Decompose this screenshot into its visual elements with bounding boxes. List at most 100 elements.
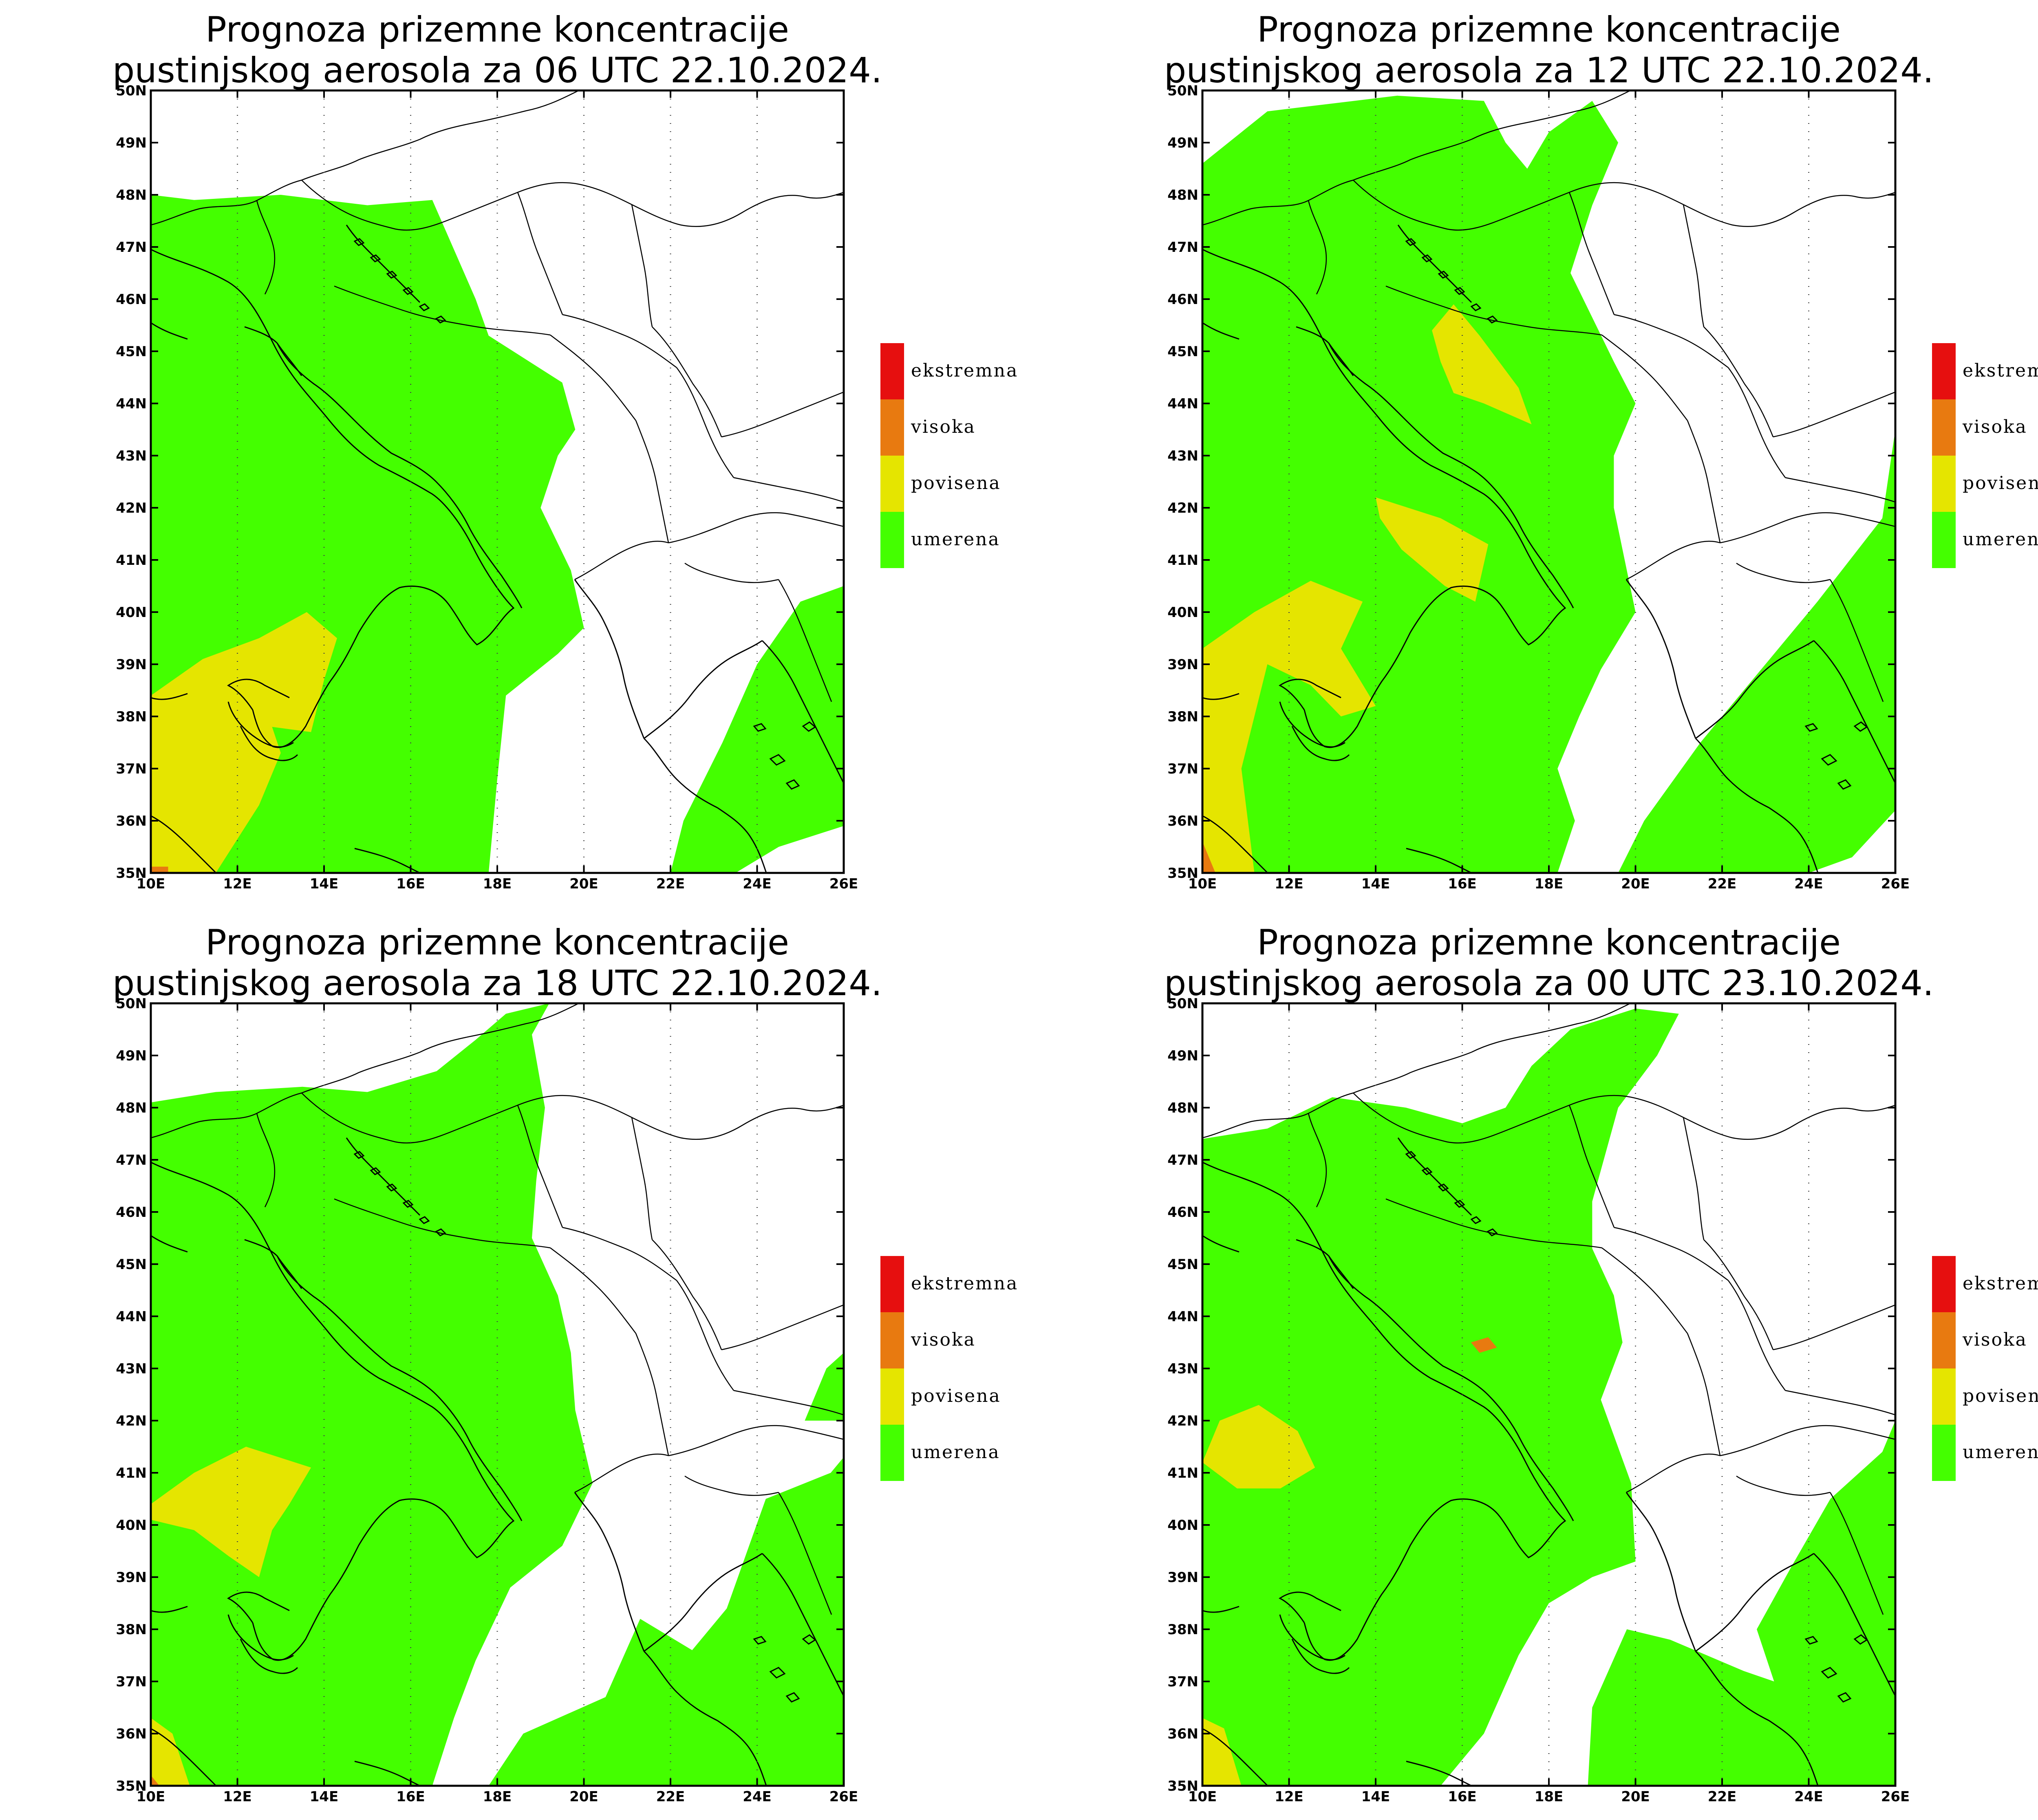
lat-tick-label: 40N (1167, 1517, 1198, 1534)
legend-label-visoka: visoka (1962, 416, 2027, 437)
lat-tick-label: 50N (116, 83, 147, 99)
map-area: 50N 49N 48N 47N 46N 45N 44N 43N 42N 41N 40N 39N 38N 3… (1167, 996, 1910, 1805)
lat-tick-label: 42N (116, 500, 147, 516)
panel-title-line2: pustinjskog aerosola za 00 UTC 23.10.202… (1164, 963, 1934, 1004)
legend-label-visoka: visoka (1962, 1329, 2027, 1350)
lat-tick-label: 36N (1167, 813, 1198, 829)
lat-tick-label: 42N (1167, 500, 1198, 516)
lat-tick-label: 43N (1167, 1361, 1198, 1377)
lat-tick-label: 49N (1167, 135, 1198, 151)
lon-tick-label: 26E (1881, 1789, 1910, 1805)
legend-label-ekstremna: ekstremna (911, 360, 1018, 381)
legend: ekstremna visoka povisena umerena (1932, 1256, 2038, 1481)
legend-swatch-umerena (1932, 1425, 1956, 1481)
map-area: 50N 49N 48N 47N 46N 45N 44N 43N 42N 41N 40N 39N 38N 3… (116, 83, 858, 892)
lat-tick-label: 47N (1167, 1152, 1198, 1168)
lat-tick-label: 35N (1167, 1778, 1198, 1794)
forecast-panel-p06: Prognoza prizemne koncentracijepustinjsk… (112, 9, 1018, 892)
map-area: 50N 49N 48N 47N 46N 45N 44N 43N 42N 41N 40N 39N 38N 3… (116, 996, 858, 1805)
legend-swatch-povisena (880, 1368, 904, 1425)
lon-tick-label: 16E (396, 876, 425, 892)
lat-tick-label: 37N (116, 1674, 147, 1690)
legend-swatch-visoka (1932, 399, 1956, 456)
aerosol-area-povisena (1202, 581, 1376, 873)
lon-tick-label: 22E (1708, 1789, 1737, 1805)
lon-tick-label: 14E (310, 876, 339, 892)
lon-tick-label: 26E (829, 876, 858, 892)
lon-tick-label: 12E (223, 876, 252, 892)
lat-tick-label: 38N (1167, 1622, 1198, 1638)
lat-tick-label: 37N (116, 761, 147, 777)
lon-tick-label: 10E (1188, 876, 1217, 892)
legend-label-umerena: umerena (911, 529, 1000, 550)
aerosol-area-umerena (151, 1003, 593, 1786)
legend-swatch-visoka (1932, 1312, 1956, 1368)
legend-swatch-umerena (1932, 512, 1956, 568)
legend-label-ekstremna: ekstremna (911, 1273, 1018, 1294)
aerosol-area-visoka (151, 866, 168, 873)
lat-tick-label: 46N (116, 1204, 147, 1221)
lat-tick-label: 45N (1167, 1256, 1198, 1273)
forecast-panel-p00: Prognoza prizemne koncentracijepustinjsk… (1164, 922, 2038, 1805)
lat-tick-label: 50N (1167, 83, 1198, 99)
lon-tick-label: 18E (1535, 876, 1564, 892)
panel-title-line2: pustinjskog aerosola za 18 UTC 22.10.202… (112, 963, 882, 1004)
legend: ekstremna visoka povisena umerena (880, 343, 1018, 568)
aerosol-area-povisena (151, 612, 337, 873)
forecast-panel-p18: Prognoza prizemne koncentracijepustinjsk… (112, 922, 1018, 1805)
lat-tick-label: 45N (116, 1256, 147, 1273)
panel-title-line1: Prognoza prizemne koncentracije (205, 922, 789, 963)
lat-tick-label: 36N (116, 813, 147, 829)
lat-tick-label: 44N (116, 1309, 147, 1325)
lat-tick-label: 49N (116, 135, 147, 151)
legend-label-povisena: povisena (911, 1386, 1001, 1406)
lon-tick-label: 16E (1448, 1789, 1477, 1805)
lat-tick-label: 48N (1167, 187, 1198, 203)
lon-tick-label: 24E (743, 1789, 772, 1805)
aerosol-area-umerena (488, 1457, 844, 1786)
lat-tick-label: 39N (116, 657, 147, 673)
aerosol-area-visoka (1202, 842, 1215, 873)
lat-tick-label: 43N (116, 448, 147, 464)
lat-tick-label: 46N (116, 291, 147, 308)
legend-label-umerena: umerena (911, 1442, 1000, 1463)
lon-tick-label: 22E (656, 1789, 685, 1805)
lon-tick-label: 20E (569, 876, 598, 892)
lat-tick-label: 48N (116, 1100, 147, 1116)
legend-label-visoka: visoka (911, 1329, 976, 1350)
lon-tick-label: 18E (483, 876, 512, 892)
legend: ekstremna visoka povisena umerena (1932, 343, 2038, 568)
legend-swatch-povisena (880, 456, 904, 512)
lon-tick-label: 18E (1535, 1789, 1564, 1805)
lat-tick-label: 40N (116, 1517, 147, 1534)
lon-tick-label: 14E (1361, 876, 1390, 892)
legend-swatch-umerena (880, 512, 904, 568)
lat-tick-label: 43N (1167, 448, 1198, 464)
lat-tick-label: 38N (116, 1622, 147, 1638)
lon-tick-label: 14E (310, 1789, 339, 1805)
legend-label-umerena: umerena (1963, 529, 2038, 550)
lon-tick-label: 20E (1621, 1789, 1650, 1805)
panel-title-line2: pustinjskog aerosola za 06 UTC 22.10.202… (112, 50, 882, 91)
aerosol-area-povisena (1376, 497, 1489, 602)
lat-tick-label: 40N (116, 604, 147, 621)
panel-title-line1: Prognoza prizemne koncentracije (205, 9, 789, 50)
legend-swatch-povisena (1932, 456, 1956, 512)
lon-tick-label: 10E (137, 1789, 165, 1805)
legend-label-ekstremna: ekstremna (1963, 360, 2038, 381)
lat-tick-label: 49N (1167, 1048, 1198, 1064)
lat-tick-label: 38N (1167, 709, 1198, 725)
lon-tick-label: 24E (1794, 1789, 1823, 1805)
lat-tick-label: 48N (116, 187, 147, 203)
lat-tick-label: 44N (1167, 1309, 1198, 1325)
lat-tick-label: 37N (1167, 1674, 1198, 1690)
lon-tick-label: 14E (1361, 1789, 1390, 1805)
lat-tick-label: 39N (1167, 1569, 1198, 1586)
legend-label-povisena: povisena (1963, 1386, 2038, 1406)
legend-swatch-umerena (880, 1425, 904, 1481)
lon-tick-label: 18E (483, 1789, 512, 1805)
lat-tick-label: 44N (116, 396, 147, 412)
lon-tick-label: 22E (656, 876, 685, 892)
legend-swatch-ekstremna (880, 343, 904, 399)
lon-tick-label: 26E (1881, 876, 1910, 892)
